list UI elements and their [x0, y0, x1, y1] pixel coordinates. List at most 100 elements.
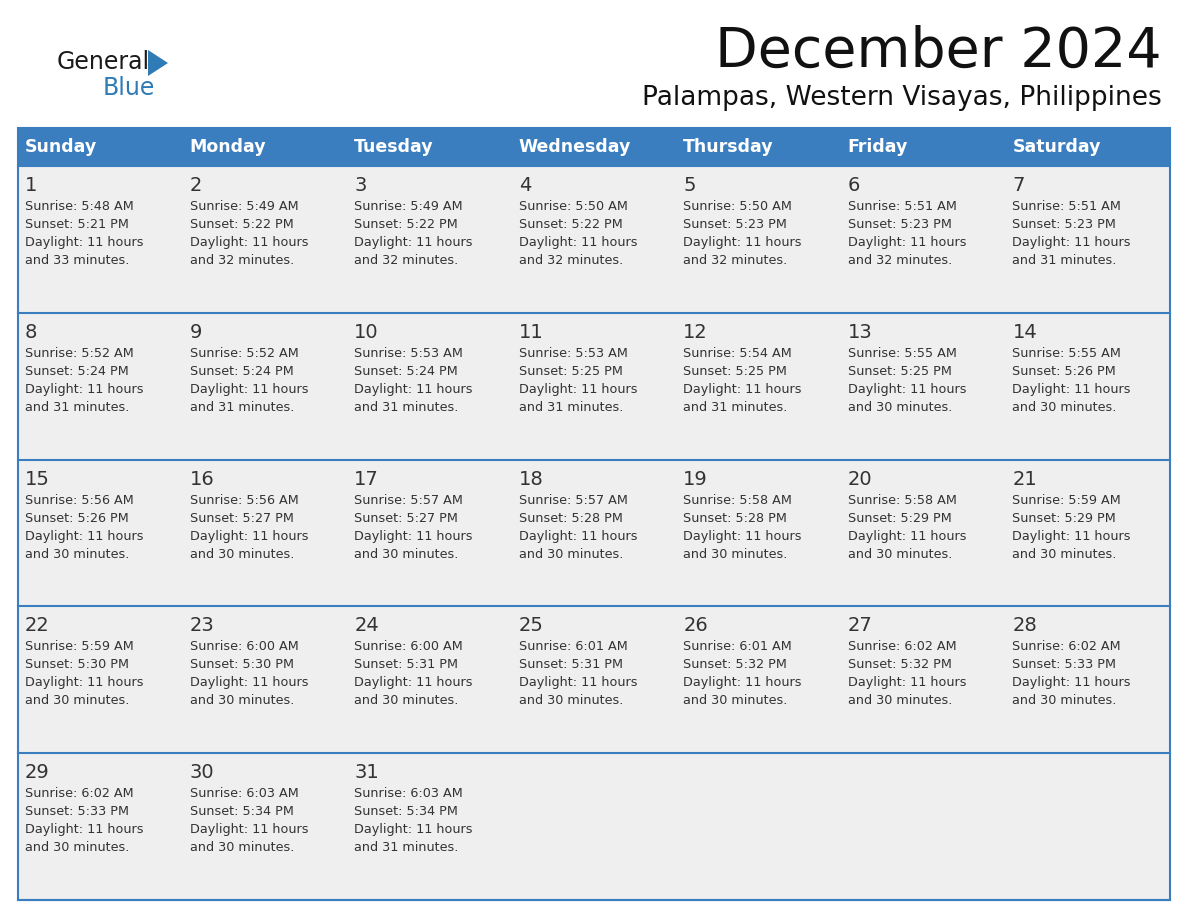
Text: 14: 14 — [1012, 323, 1037, 341]
Text: Daylight: 11 hours: Daylight: 11 hours — [25, 677, 144, 689]
Bar — [1005, 313, 1170, 460]
Text: Daylight: 11 hours: Daylight: 11 hours — [848, 677, 966, 689]
Text: Daylight: 11 hours: Daylight: 11 hours — [848, 530, 966, 543]
Text: and 30 minutes.: and 30 minutes. — [354, 694, 459, 708]
Bar — [18, 313, 183, 460]
Text: and 31 minutes.: and 31 minutes. — [354, 841, 459, 855]
Bar — [347, 313, 512, 460]
Text: Sunset: 5:24 PM: Sunset: 5:24 PM — [190, 364, 293, 378]
Text: Monday: Monday — [190, 138, 266, 156]
Text: Sunset: 5:30 PM: Sunset: 5:30 PM — [25, 658, 129, 671]
Text: Daylight: 11 hours: Daylight: 11 hours — [519, 530, 637, 543]
Text: 19: 19 — [683, 470, 708, 488]
Text: Sunset: 5:23 PM: Sunset: 5:23 PM — [683, 218, 788, 231]
Text: Sunset: 5:29 PM: Sunset: 5:29 PM — [1012, 511, 1117, 524]
Text: 21: 21 — [1012, 470, 1037, 488]
Bar — [18, 607, 183, 753]
Text: Daylight: 11 hours: Daylight: 11 hours — [519, 677, 637, 689]
Text: and 30 minutes.: and 30 minutes. — [25, 841, 129, 855]
Text: 11: 11 — [519, 323, 543, 341]
Text: Palampas, Western Visayas, Philippines: Palampas, Western Visayas, Philippines — [643, 85, 1162, 111]
Text: Sunset: 5:25 PM: Sunset: 5:25 PM — [519, 364, 623, 378]
Text: and 32 minutes.: and 32 minutes. — [683, 254, 788, 267]
Text: Sunrise: 5:57 AM: Sunrise: 5:57 AM — [354, 494, 463, 507]
Text: and 30 minutes.: and 30 minutes. — [848, 548, 953, 561]
Text: and 30 minutes.: and 30 minutes. — [1012, 694, 1117, 708]
Text: 24: 24 — [354, 616, 379, 635]
Text: and 30 minutes.: and 30 minutes. — [519, 694, 623, 708]
Text: Daylight: 11 hours: Daylight: 11 hours — [25, 383, 144, 396]
Bar — [183, 460, 347, 607]
Text: Sunrise: 5:56 AM: Sunrise: 5:56 AM — [25, 494, 134, 507]
Text: Sunset: 5:29 PM: Sunset: 5:29 PM — [848, 511, 952, 524]
Text: Daylight: 11 hours: Daylight: 11 hours — [848, 383, 966, 396]
Text: and 30 minutes.: and 30 minutes. — [25, 548, 129, 561]
Text: Sunrise: 5:59 AM: Sunrise: 5:59 AM — [1012, 494, 1121, 507]
Text: Daylight: 11 hours: Daylight: 11 hours — [1012, 236, 1131, 249]
Text: and 30 minutes.: and 30 minutes. — [1012, 548, 1117, 561]
Text: Sunrise: 5:48 AM: Sunrise: 5:48 AM — [25, 200, 134, 213]
Text: Sunrise: 5:50 AM: Sunrise: 5:50 AM — [519, 200, 627, 213]
Text: Sunset: 5:21 PM: Sunset: 5:21 PM — [25, 218, 128, 231]
Bar — [1005, 753, 1170, 900]
Text: 26: 26 — [683, 616, 708, 635]
Text: 13: 13 — [848, 323, 873, 341]
Bar — [676, 753, 841, 900]
Text: Sunrise: 5:49 AM: Sunrise: 5:49 AM — [190, 200, 298, 213]
Text: Sunset: 5:26 PM: Sunset: 5:26 PM — [25, 511, 128, 524]
Text: and 32 minutes.: and 32 minutes. — [354, 254, 459, 267]
Text: Sunset: 5:28 PM: Sunset: 5:28 PM — [683, 511, 788, 524]
Text: 16: 16 — [190, 470, 214, 488]
Text: Sunset: 5:31 PM: Sunset: 5:31 PM — [354, 658, 459, 671]
Text: and 30 minutes.: and 30 minutes. — [683, 694, 788, 708]
Text: Daylight: 11 hours: Daylight: 11 hours — [683, 530, 802, 543]
Text: and 31 minutes.: and 31 minutes. — [25, 401, 129, 414]
Text: Sunrise: 6:03 AM: Sunrise: 6:03 AM — [190, 788, 298, 800]
Text: Daylight: 11 hours: Daylight: 11 hours — [683, 677, 802, 689]
Text: Sunday: Sunday — [25, 138, 97, 156]
Text: Daylight: 11 hours: Daylight: 11 hours — [519, 383, 637, 396]
Text: Daylight: 11 hours: Daylight: 11 hours — [25, 530, 144, 543]
Bar — [512, 313, 676, 460]
Bar — [347, 753, 512, 900]
Bar — [183, 313, 347, 460]
Text: Daylight: 11 hours: Daylight: 11 hours — [190, 823, 308, 836]
Text: Sunrise: 5:57 AM: Sunrise: 5:57 AM — [519, 494, 627, 507]
Text: Daylight: 11 hours: Daylight: 11 hours — [1012, 677, 1131, 689]
Text: Sunrise: 6:00 AM: Sunrise: 6:00 AM — [190, 641, 298, 654]
Text: Sunset: 5:30 PM: Sunset: 5:30 PM — [190, 658, 293, 671]
Text: 30: 30 — [190, 763, 214, 782]
Bar — [347, 460, 512, 607]
Bar — [676, 166, 841, 313]
Text: and 32 minutes.: and 32 minutes. — [519, 254, 623, 267]
Bar — [18, 128, 1170, 166]
Text: Sunrise: 6:03 AM: Sunrise: 6:03 AM — [354, 788, 463, 800]
Bar — [1005, 607, 1170, 753]
Text: Daylight: 11 hours: Daylight: 11 hours — [683, 236, 802, 249]
Text: Daylight: 11 hours: Daylight: 11 hours — [190, 677, 308, 689]
Text: Sunrise: 5:53 AM: Sunrise: 5:53 AM — [519, 347, 627, 360]
Bar — [512, 460, 676, 607]
Text: Sunset: 5:22 PM: Sunset: 5:22 PM — [190, 218, 293, 231]
Text: 6: 6 — [848, 176, 860, 195]
Bar — [1005, 460, 1170, 607]
Text: Daylight: 11 hours: Daylight: 11 hours — [1012, 383, 1131, 396]
Text: Sunset: 5:33 PM: Sunset: 5:33 PM — [1012, 658, 1117, 671]
Bar — [1005, 166, 1170, 313]
Text: Sunset: 5:27 PM: Sunset: 5:27 PM — [354, 511, 459, 524]
Text: 25: 25 — [519, 616, 544, 635]
Bar — [512, 166, 676, 313]
Text: and 30 minutes.: and 30 minutes. — [190, 694, 293, 708]
Bar — [18, 128, 1170, 900]
Text: Sunrise: 5:51 AM: Sunrise: 5:51 AM — [1012, 200, 1121, 213]
Text: 31: 31 — [354, 763, 379, 782]
Bar — [183, 753, 347, 900]
Text: and 30 minutes.: and 30 minutes. — [190, 841, 293, 855]
Text: 27: 27 — [848, 616, 873, 635]
Text: 8: 8 — [25, 323, 37, 341]
Text: 15: 15 — [25, 470, 50, 488]
Text: and 32 minutes.: and 32 minutes. — [848, 254, 952, 267]
Text: 2: 2 — [190, 176, 202, 195]
Text: and 33 minutes.: and 33 minutes. — [25, 254, 129, 267]
Text: Sunset: 5:25 PM: Sunset: 5:25 PM — [848, 364, 952, 378]
